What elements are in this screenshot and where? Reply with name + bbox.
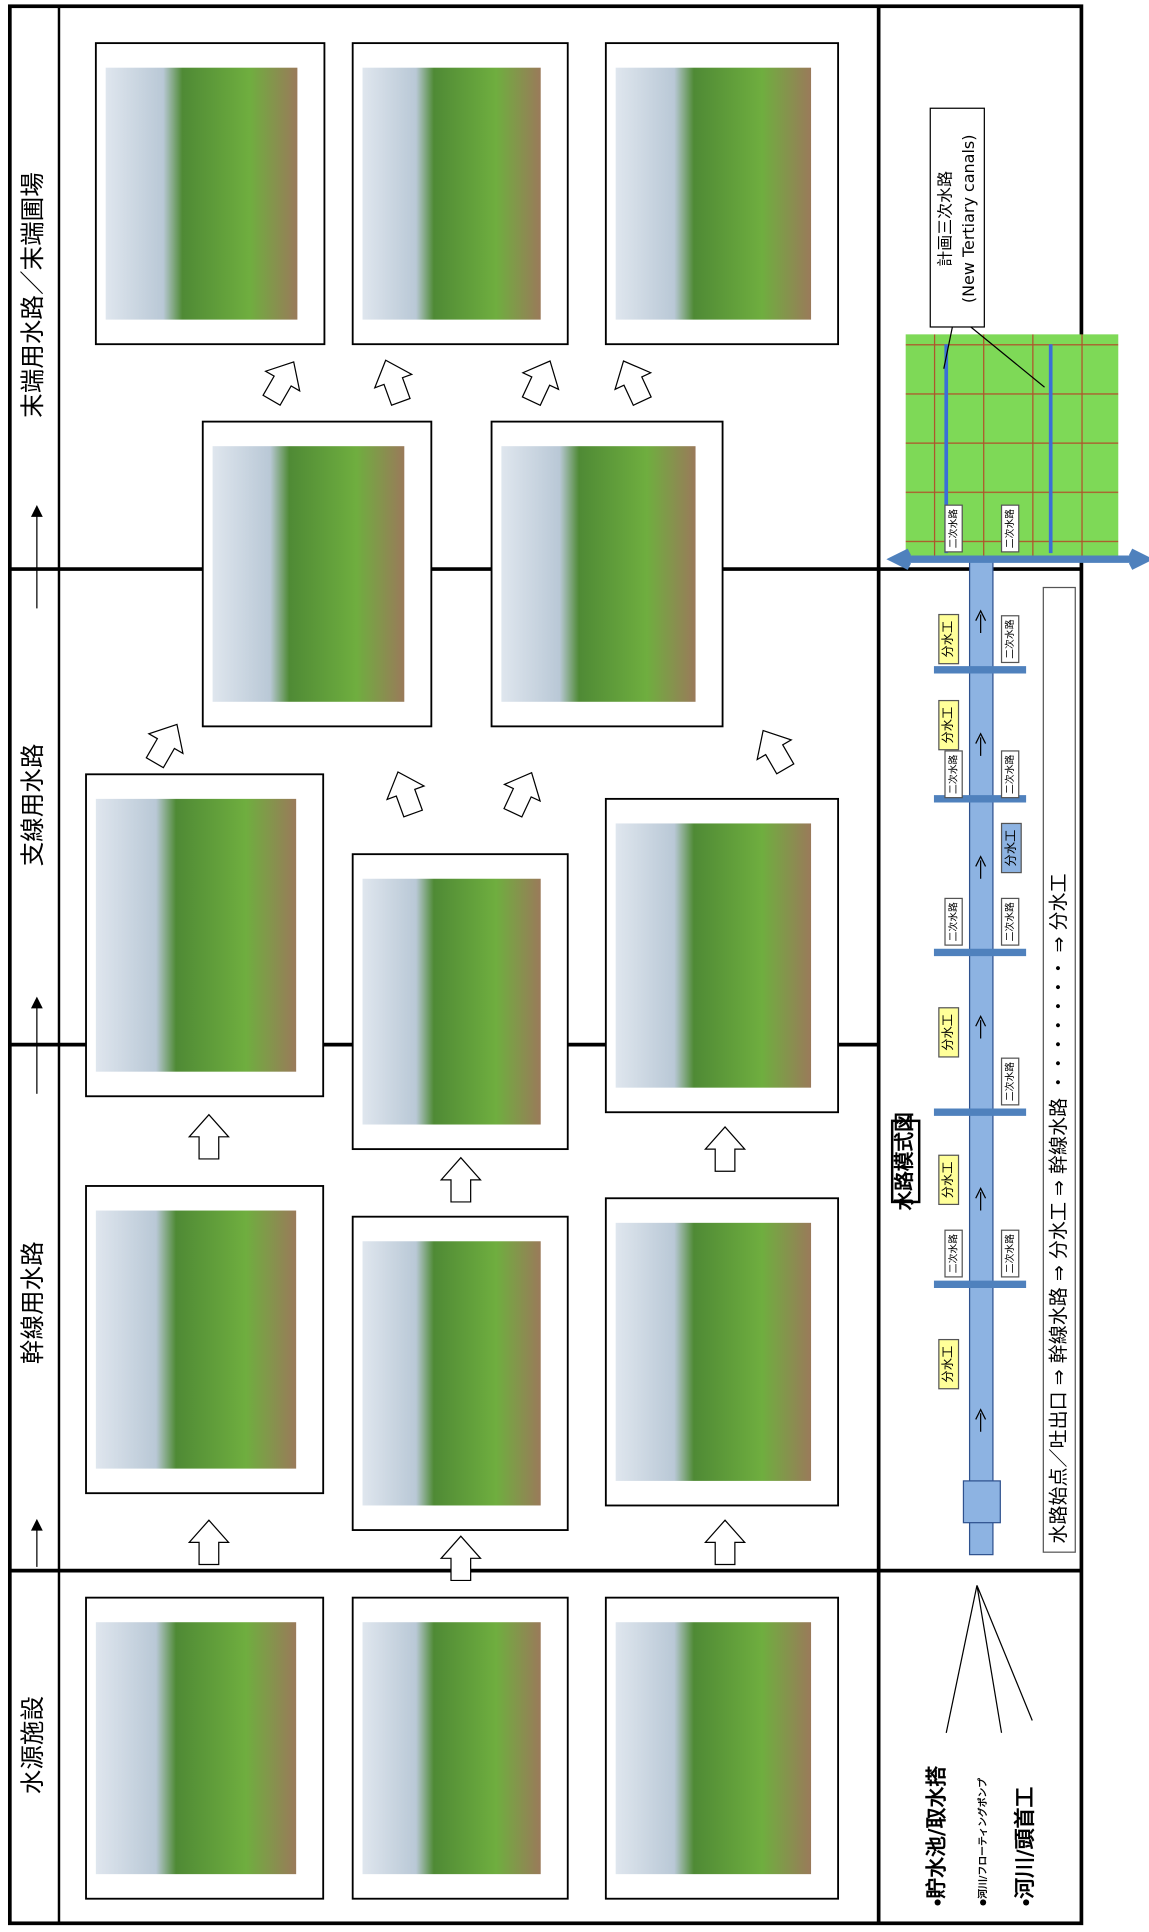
source-arrows bbox=[946, 1585, 1032, 1732]
diversion-label: 分水工 bbox=[941, 707, 955, 744]
secondary-label: 二次水路 bbox=[947, 509, 960, 548]
secondary-label: 二次水路 bbox=[947, 754, 960, 793]
bullet bbox=[935, 1899, 941, 1905]
diversion-label: 分水工 bbox=[941, 621, 955, 658]
secondary-label: 二次水路 bbox=[1003, 902, 1016, 941]
photo bbox=[501, 446, 695, 702]
secondary-label: 二次水路 bbox=[1003, 509, 1016, 548]
flow-arrow bbox=[367, 354, 419, 409]
flow-arrow bbox=[189, 1115, 228, 1159]
bullet bbox=[980, 1899, 986, 1905]
photos bbox=[86, 43, 838, 1899]
photo bbox=[616, 1622, 811, 1874]
column-title: 支線用水路 bbox=[18, 744, 47, 867]
photo bbox=[106, 68, 298, 320]
column-title: 幹線用水路 bbox=[18, 1241, 47, 1364]
secondary-label: 二次水路 bbox=[1003, 619, 1016, 658]
water-source: 河川/頭首工 bbox=[1013, 1787, 1037, 1899]
secondary-label: 二次水路 bbox=[1003, 1062, 1016, 1101]
column-title: 水源施設 bbox=[18, 1696, 47, 1794]
flow-arrow bbox=[441, 1536, 480, 1580]
column-arrows bbox=[32, 506, 42, 1567]
flow-arrow bbox=[138, 715, 194, 773]
water-source: 貯水池/取水搭 bbox=[925, 1766, 949, 1899]
outlet bbox=[963, 1481, 1000, 1523]
photo bbox=[616, 68, 811, 320]
photo bbox=[616, 823, 811, 1087]
tertiary-label: (New Tertiary canals) bbox=[959, 135, 978, 304]
schematic-title: 水路模式図 bbox=[893, 1112, 916, 1210]
main-canal bbox=[970, 559, 993, 1554]
photo bbox=[363, 1241, 541, 1505]
flow-arrow bbox=[255, 352, 311, 410]
flow-arrow bbox=[441, 1158, 480, 1202]
photo bbox=[96, 1211, 296, 1469]
photo bbox=[616, 1223, 811, 1481]
photo bbox=[96, 1622, 296, 1874]
flow-arrow bbox=[379, 765, 431, 820]
schematic: 計画三次水路(New Tertiary canals)二次水路二次水路二次水路二… bbox=[892, 108, 1145, 1554]
flow-text: 水路始点／吐出口 ⇒ 幹線水路 ⇒ 分水工 ⇒ 幹線水路 ・・・・・・・ ⇒ 分… bbox=[1048, 873, 1070, 1543]
flow-arrow bbox=[705, 1127, 744, 1171]
irrigation-diagram: 計画三次水路(New Tertiary canals)二次水路二次水路二次水路二… bbox=[0, 0, 1149, 1932]
flow-arrow bbox=[189, 1520, 228, 1564]
tertiary-label: 計画三次水路 bbox=[936, 171, 955, 267]
diversion-label: 分水工 bbox=[941, 1346, 955, 1383]
secondary-label: 二次水路 bbox=[1003, 1234, 1016, 1273]
secondary-label: 二次水路 bbox=[947, 902, 960, 941]
secondary-label: 二次水路 bbox=[947, 1234, 960, 1273]
photo bbox=[363, 879, 541, 1125]
photo bbox=[363, 68, 541, 320]
photo bbox=[96, 799, 296, 1072]
flow-arrow bbox=[495, 764, 549, 821]
flow-arrow bbox=[514, 353, 568, 410]
photo bbox=[363, 1622, 541, 1874]
diversion-label: 分水工 bbox=[941, 1161, 955, 1198]
water-source: 河川/フローティングポンプ bbox=[976, 1778, 989, 1899]
column-title: 末端用水路／末端圃場 bbox=[18, 172, 47, 418]
flow-arrow bbox=[746, 721, 802, 779]
secondary-label: 二次水路 bbox=[1003, 754, 1016, 793]
photo bbox=[213, 446, 405, 702]
diversion-label: 分水工 bbox=[1004, 830, 1018, 867]
flow-arrow bbox=[705, 1520, 744, 1564]
bullet bbox=[1023, 1899, 1029, 1905]
diversion-label: 分水工 bbox=[941, 1014, 955, 1051]
flow-arrow bbox=[606, 353, 660, 410]
